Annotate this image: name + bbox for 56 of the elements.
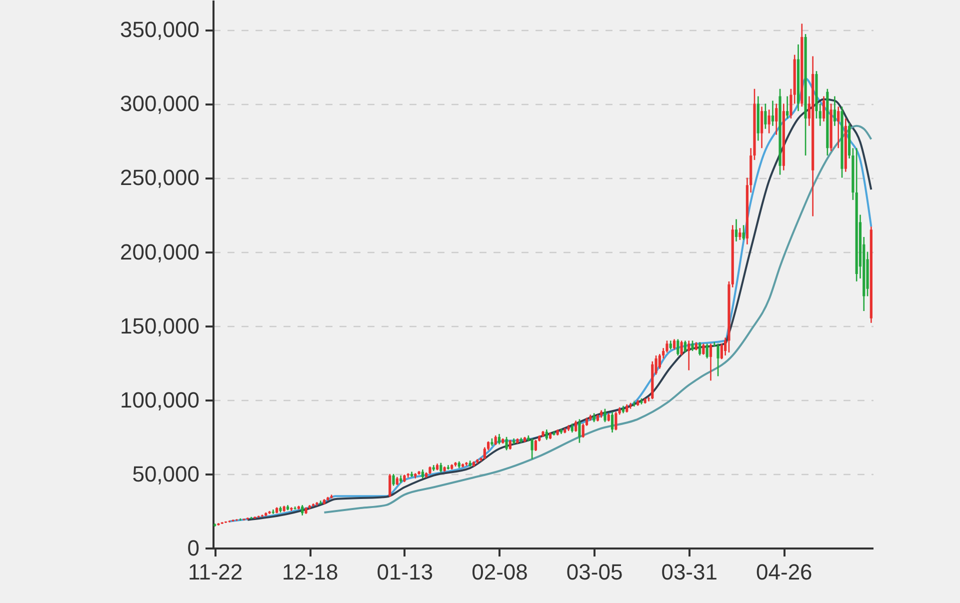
y-tick-label: 50,000 — [132, 461, 200, 486]
candlestick — [709, 342, 712, 382]
candlestick — [688, 340, 690, 371]
y-tick-label: 250,000 — [120, 165, 200, 190]
candlestick — [672, 338, 676, 350]
candlestick — [676, 338, 680, 356]
candlestick — [764, 103, 767, 130]
x-tick-label: 03-05 — [566, 560, 623, 584]
candlestick — [505, 436, 508, 451]
x-tick-label: 12-18 — [282, 560, 338, 584]
candlestick — [706, 342, 708, 360]
candlestick — [235, 518, 238, 522]
candlestick — [760, 106, 764, 149]
candlestick — [822, 96, 826, 122]
candlestick — [574, 420, 578, 432]
candlestick — [388, 473, 392, 498]
candlestick — [508, 439, 512, 450]
candlestick — [545, 428, 548, 441]
y-tick-label: 0 — [187, 536, 200, 560]
candlestick — [301, 504, 304, 516]
x-tick-label: 04-26 — [756, 560, 812, 584]
candlestick — [684, 340, 687, 354]
candlestick — [610, 411, 614, 434]
candlestick — [716, 342, 720, 377]
candlestick — [494, 434, 497, 446]
candlestick — [691, 340, 694, 352]
candlestick — [534, 439, 538, 452]
candlestick — [604, 408, 606, 423]
candlestick — [578, 418, 581, 444]
candlestick — [837, 106, 840, 149]
x-tick-label: 11-22 — [188, 560, 243, 584]
x-tick-label: 01-13 — [376, 560, 434, 584]
candlestick — [498, 433, 501, 445]
y-tick-label: 300,000 — [120, 91, 200, 116]
candlestick — [392, 473, 395, 486]
candlestick — [530, 438, 534, 460]
y-tick-label: 350,000 — [120, 17, 200, 42]
candlestick — [734, 218, 738, 242]
candlestick — [771, 100, 774, 127]
candlestick — [702, 342, 705, 356]
y-tick-label: 150,000 — [120, 313, 200, 338]
y-tick-label: 100,000 — [120, 387, 200, 412]
candlestick — [768, 108, 770, 134]
line-series — [323, 124, 872, 514]
x-tick-label: 03-31 — [661, 560, 718, 584]
candlestick — [786, 96, 789, 120]
candlestick — [698, 341, 702, 356]
candlestick — [742, 224, 745, 241]
candlestick — [833, 96, 836, 127]
candlestick — [680, 340, 683, 356]
candlestick — [775, 103, 778, 136]
candlestick — [614, 411, 618, 431]
y-tick-label: 200,000 — [120, 239, 200, 264]
x-tick-label: 02-08 — [472, 560, 528, 584]
candlestick — [738, 227, 742, 241]
candlestick — [440, 462, 442, 474]
